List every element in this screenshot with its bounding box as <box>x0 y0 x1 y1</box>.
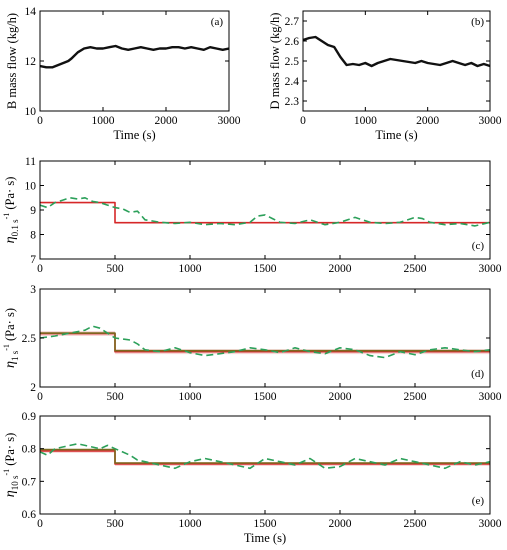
y-tick-label: 0.9 <box>22 411 37 423</box>
x-tick-label: 2000 <box>329 518 352 530</box>
y-tick-label: 0.6 <box>22 509 37 521</box>
x-tick-label: 2000 <box>155 115 178 127</box>
x-tick-label: 1500 <box>254 263 277 275</box>
x-tick-label: 3000 <box>479 518 502 530</box>
x-tick-label: 2500 <box>404 263 427 275</box>
panel-b: 0 1000 2000 3000 2.3 2.4 2.5 2.6 2.7 (b) Time (s) D… <box>268 10 502 142</box>
plot-frame <box>39 160 491 260</box>
x-tick-label: 1500 <box>254 391 277 403</box>
x-tick-label: 1000 <box>92 115 115 127</box>
y-tick-label: 2.4 <box>285 76 300 88</box>
x-tick-label: 2000 <box>329 391 352 403</box>
y-axis-label: D mass flow (kg/h) <box>268 13 282 110</box>
x-tick-label: 1000 <box>179 263 202 275</box>
panel-label: (c) <box>472 240 485 252</box>
x-tick-label: 3000 <box>479 115 502 127</box>
panel-e: 0 500 1000 1500 2000 2500 3000 0.6 0.7 0.8 0.9 (e) T… <box>2 411 502 545</box>
x-tick-label: 3000 <box>479 391 502 403</box>
panel-label: (d) <box>471 368 484 380</box>
x-tick-label: 1000 <box>179 518 202 530</box>
y-axis-label: η10 s-1 (Pa· s) <box>2 433 20 498</box>
series-line-1 <box>40 44 229 69</box>
y-axis-label: η0.1 s-1 (Pa· s) <box>2 177 20 244</box>
y-tick-label: 7 <box>30 254 36 266</box>
x-tick-label: 0 <box>37 263 43 275</box>
y-tick-label: 0.7 <box>22 476 37 488</box>
panel-a: 0 1000 2000 3000 10 12 14 (a) Time (s) B mass flo… <box>5 6 241 142</box>
y-tick-label: 2.6 <box>285 36 300 48</box>
x-tick-label: 500 <box>106 391 124 403</box>
series-line-2 <box>40 197 490 227</box>
series-line-1 <box>303 35 490 68</box>
series-line-1 <box>40 450 490 465</box>
y-tick-label: 12 <box>25 56 37 68</box>
y-tick-label: 2.5 <box>285 56 300 68</box>
panel-label: (b) <box>471 16 484 28</box>
y-axis-label: η1 s-1 (Pa· s) <box>2 308 20 368</box>
y-tick-label: 2.7 <box>285 16 300 28</box>
x-tick-label: 2000 <box>329 263 352 275</box>
x-tick-label: 500 <box>106 263 124 275</box>
y-tick-label: 8 <box>30 230 36 242</box>
x-axis-label: Time (s) <box>113 128 155 142</box>
y-tick-label: 2 <box>30 382 36 394</box>
series-line-3 <box>40 442 490 470</box>
x-tick-label: 1500 <box>254 518 277 530</box>
series-line-1 <box>40 332 490 353</box>
plot-frame <box>39 288 491 388</box>
series-line-1 <box>40 201 490 224</box>
x-tick-label: 3000 <box>218 115 241 127</box>
y-tick-label: 10 <box>25 181 37 193</box>
x-tick-label: 3000 <box>479 263 502 275</box>
series-line-3 <box>40 325 490 359</box>
series-line-2 <box>40 332 490 352</box>
panel-label: (e) <box>472 495 485 507</box>
x-tick-label: 0 <box>300 115 306 127</box>
x-tick-label: 0 <box>37 391 43 403</box>
x-tick-label: 1000 <box>354 115 377 127</box>
panel-c: 0 500 1000 1500 2000 2500 3000 7 8 9 10 11 (c) η0.1 s… <box>2 156 502 275</box>
y-tick-label: 14 <box>25 6 37 18</box>
x-tick-label: 2500 <box>404 391 427 403</box>
x-tick-label: 1000 <box>179 391 202 403</box>
panel-label: (a) <box>211 16 224 28</box>
y-tick-label: 9 <box>30 205 36 217</box>
x-tick-label: 2000 <box>416 115 439 127</box>
y-tick-label: 0.8 <box>22 444 37 456</box>
x-axis-label: Time (s) <box>375 128 417 142</box>
x-tick-label: 0 <box>37 115 43 127</box>
panel-d: 0 500 1000 1500 2000 2500 3000 2 2.5 3 (d) η1 s-1 (… <box>2 284 502 403</box>
x-tick-label: 2500 <box>404 518 427 530</box>
y-tick-label: 3 <box>30 284 36 296</box>
x-axis-label: Time (s) <box>244 531 286 545</box>
y-tick-label: 2.3 <box>285 96 300 108</box>
y-tick-label: 10 <box>25 106 37 118</box>
x-tick-label: 0 <box>37 518 43 530</box>
y-axis-label: B mass flow (kg/h) <box>5 13 19 109</box>
y-tick-label: 2.5 <box>22 333 37 345</box>
y-tick-label: 11 <box>25 156 36 168</box>
x-tick-label: 500 <box>106 518 124 530</box>
series-line-2 <box>40 448 490 464</box>
